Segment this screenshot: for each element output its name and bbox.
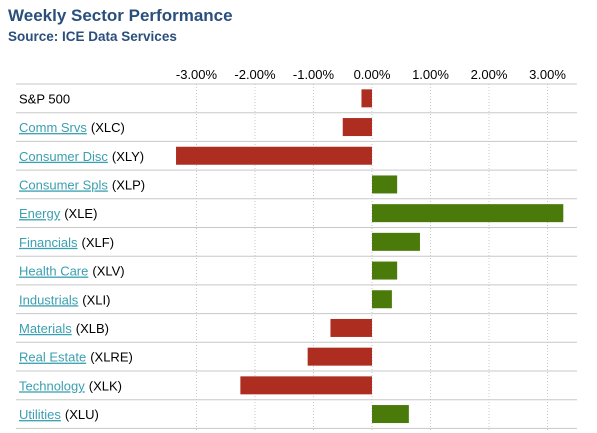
sector-link[interactable]: Materials: [19, 321, 72, 336]
sector-link[interactable]: Financials: [19, 235, 78, 250]
sector-link[interactable]: Health Care: [19, 264, 88, 279]
sector-link[interactable]: Comm Srvs: [19, 120, 87, 135]
sector-link[interactable]: Energy: [19, 206, 61, 221]
ticker-label: (XLB): [76, 321, 109, 336]
tick-label: 1.00%: [412, 67, 449, 82]
bar-real-estate: [307, 347, 372, 366]
bar-comm-srvs: [342, 118, 372, 137]
tick-label: -2.00%: [234, 67, 276, 82]
ticker-label: (XLU): [65, 407, 99, 422]
ticker-label: (XLC): [91, 120, 125, 135]
tick-label: -3.00%: [176, 67, 218, 82]
sector-link[interactable]: Utilities: [19, 407, 61, 422]
row-label: Financials (XLF): [19, 235, 114, 250]
row-label: Technology (XLK): [19, 378, 122, 393]
tick-label: -1.00%: [293, 67, 335, 82]
bar-consumer-spls: [372, 175, 398, 194]
row-label: Consumer Disc (XLY): [19, 149, 144, 164]
sector-link[interactable]: Real Estate: [19, 350, 86, 365]
bar-health-care: [372, 261, 398, 280]
bar-technology: [240, 376, 372, 395]
row-label: Real Estate (XLRE): [19, 350, 133, 365]
bar-consumer-disc: [176, 146, 372, 165]
row-label: Energy (XLE): [19, 206, 97, 221]
bar-utilities: [372, 405, 409, 424]
row-label: Materials (XLB): [19, 321, 109, 336]
row-label: S&P 500: [19, 91, 70, 106]
bar-energy: [372, 204, 564, 223]
bar-layer: [176, 89, 564, 424]
chart-title: Weekly Sector Performance: [8, 6, 233, 25]
ticker-label: (XLY): [112, 149, 144, 164]
chart-subtitle: Source: ICE Data Services: [8, 29, 177, 44]
row-label: Consumer Spls (XLP): [19, 177, 145, 192]
ticker-label: (XLK): [89, 378, 122, 393]
row-label: Industrials (XLI): [19, 292, 110, 307]
ticker-label: (XLP): [112, 177, 145, 192]
axis-layer: -3.00% -2.00% -1.00% 0.00% 1.00% 2.00% 3.00%: [16, 67, 577, 85]
grid-layer: [16, 84, 577, 430]
sector-link[interactable]: Consumer Spls: [19, 177, 108, 192]
bar-industrials: [372, 290, 392, 309]
tick-label: 3.00%: [529, 67, 566, 82]
row-label: Health Care (XLV): [19, 264, 125, 279]
bar-materials: [330, 318, 372, 337]
row-label: Utilities (XLU): [19, 407, 99, 422]
index-name: S&P 500: [19, 91, 70, 106]
ticker-label: (XLRE): [90, 350, 133, 365]
bar-financials: [372, 232, 420, 251]
ticker-label: (XLE): [64, 206, 97, 221]
sector-link[interactable]: Technology: [19, 378, 85, 393]
ticker-label: (XLF): [82, 235, 115, 250]
tick-label: 2.00%: [471, 67, 508, 82]
ticker-label: (XLV): [92, 264, 124, 279]
ticker-label: (XLI): [82, 292, 110, 307]
sector-link[interactable]: Industrials: [19, 292, 79, 307]
sector-link[interactable]: Consumer Disc: [19, 149, 108, 164]
row-label: Comm Srvs (XLC): [19, 120, 125, 135]
tick-label: 0.00%: [354, 67, 391, 82]
bar-s-p-500: [361, 89, 372, 108]
